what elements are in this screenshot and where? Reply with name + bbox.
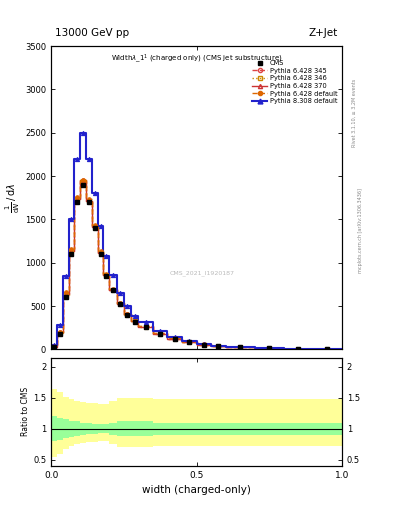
Bar: [97, 404, 103, 441]
X-axis label: width (charged-only): width (charged-only): [142, 485, 251, 495]
Bar: [74, 421, 80, 436]
Bar: [57, 418, 63, 440]
Bar: [109, 401, 117, 444]
Bar: [63, 419, 68, 438]
Bar: [124, 421, 131, 436]
Bar: [284, 399, 313, 446]
Bar: [313, 422, 342, 435]
Bar: [51, 416, 57, 441]
Text: Rivet 3.1.10, ≥ 3.2M events: Rivet 3.1.10, ≥ 3.2M events: [352, 78, 357, 147]
Bar: [80, 402, 86, 443]
Bar: [211, 422, 226, 435]
Text: CMS_2021_I1920187: CMS_2021_I1920187: [170, 271, 235, 276]
Text: 13000 GeV pp: 13000 GeV pp: [55, 28, 129, 38]
Bar: [103, 404, 109, 441]
Bar: [182, 399, 196, 446]
Bar: [284, 422, 313, 435]
Bar: [109, 422, 117, 435]
Bar: [226, 422, 255, 435]
Bar: [92, 424, 97, 434]
Text: Z+Jet: Z+Jet: [309, 28, 338, 38]
Bar: [167, 399, 182, 446]
Bar: [153, 399, 167, 446]
Bar: [57, 392, 63, 454]
Bar: [255, 422, 284, 435]
Bar: [124, 398, 131, 447]
Bar: [63, 397, 68, 449]
Bar: [68, 421, 74, 437]
Bar: [138, 398, 153, 447]
Bar: [117, 421, 124, 436]
Bar: [255, 399, 284, 446]
Bar: [80, 422, 86, 435]
Bar: [211, 399, 226, 446]
Bar: [74, 401, 80, 444]
Bar: [86, 423, 92, 434]
Bar: [117, 398, 124, 447]
Bar: [153, 422, 167, 435]
Bar: [131, 421, 138, 436]
Bar: [196, 422, 211, 435]
Bar: [196, 399, 211, 446]
Text: Width$\lambda\_1^1$ (charged only) (CMS jet substructure): Width$\lambda\_1^1$ (charged only) (CMS …: [111, 52, 282, 65]
Text: mcplots.cern.ch [arXiv:1306.3436]: mcplots.cern.ch [arXiv:1306.3436]: [358, 188, 363, 273]
Y-axis label: $\frac{1}{\mathrm{d}N}\,/\,\mathrm{d}\lambda$: $\frac{1}{\mathrm{d}N}\,/\,\mathrm{d}\la…: [4, 183, 22, 213]
Bar: [138, 421, 153, 436]
Y-axis label: Ratio to CMS: Ratio to CMS: [21, 387, 30, 436]
Bar: [103, 424, 109, 433]
Bar: [97, 424, 103, 433]
Legend: CMS, Pythia 6.428 345, Pythia 6.428 346, Pythia 6.428 370, Pythia 6.428 default,: CMS, Pythia 6.428 345, Pythia 6.428 346,…: [251, 58, 339, 105]
Bar: [226, 399, 255, 446]
Bar: [313, 399, 342, 446]
Bar: [86, 403, 92, 442]
Bar: [92, 403, 97, 442]
Bar: [131, 398, 138, 447]
Bar: [51, 389, 57, 457]
Bar: [167, 422, 182, 435]
Bar: [68, 399, 74, 446]
Bar: [182, 422, 196, 435]
